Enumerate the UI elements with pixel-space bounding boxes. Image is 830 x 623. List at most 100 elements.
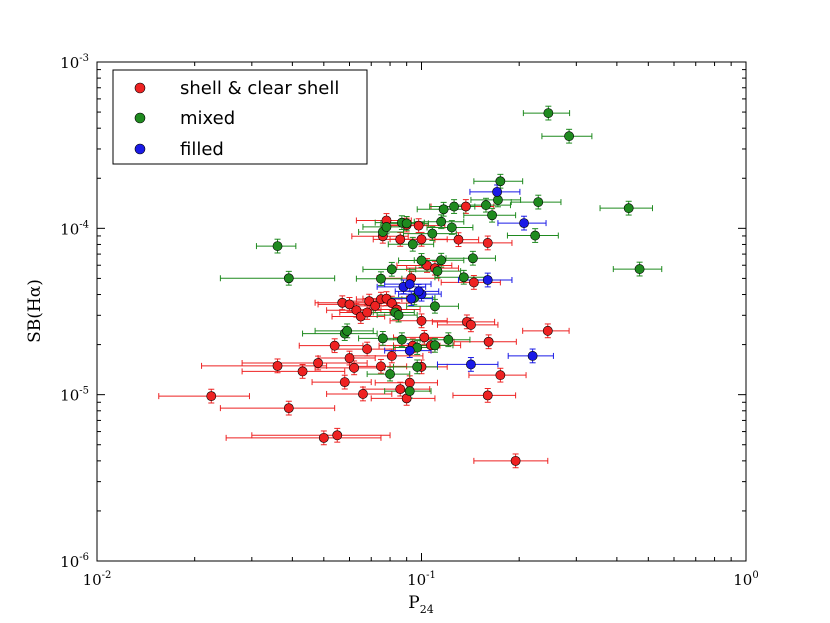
shell-point xyxy=(344,299,355,310)
shell-point xyxy=(413,220,424,231)
shell-point xyxy=(395,384,406,395)
mixed-point xyxy=(438,204,449,215)
y-tick-label: 10-6 xyxy=(60,552,89,571)
shell-point xyxy=(313,358,323,368)
shell-point xyxy=(453,234,464,245)
mixed-point xyxy=(427,228,438,239)
shell-point xyxy=(416,234,427,245)
shell-point xyxy=(460,201,471,212)
filled-point xyxy=(527,351,538,361)
shell-point xyxy=(206,391,217,402)
mixed-point xyxy=(487,210,497,221)
mixed-point xyxy=(430,340,440,351)
shell-point xyxy=(468,277,479,288)
y-axis-label: SB(Hα) xyxy=(25,279,45,343)
shell-point xyxy=(386,351,397,361)
x-tick-label: 10-1 xyxy=(407,570,436,589)
shell-point xyxy=(349,362,360,373)
filled-point xyxy=(482,275,493,285)
shell-point xyxy=(466,319,476,330)
shell-point xyxy=(362,307,373,318)
filled-point xyxy=(406,293,417,304)
mixed-point xyxy=(376,273,386,284)
shell-point xyxy=(332,430,343,441)
mixed-point xyxy=(342,325,353,336)
mixed-point xyxy=(543,108,554,118)
mixed-point xyxy=(404,386,415,397)
mixed-point xyxy=(446,222,457,233)
y-tick-label: 10-3 xyxy=(60,53,89,72)
mixed-point xyxy=(416,255,427,266)
shell-point xyxy=(297,366,308,377)
mixed-point xyxy=(623,203,634,214)
shell-point xyxy=(318,432,329,443)
mixed-point xyxy=(272,241,283,251)
mixed-point xyxy=(412,361,423,372)
mixed-point xyxy=(393,310,404,320)
mixed-point xyxy=(564,131,574,142)
shell-point xyxy=(404,377,415,388)
mixed-point xyxy=(530,230,541,241)
x-tick-label: 10-2 xyxy=(83,570,112,589)
shell-point xyxy=(362,344,373,354)
shell-point xyxy=(370,300,381,311)
mixed-point xyxy=(493,195,503,205)
shell-point xyxy=(358,389,368,399)
y-axis-label-pre: SB(H xyxy=(25,297,45,343)
mixed-point xyxy=(396,334,407,345)
x-axis-label-main: P xyxy=(408,593,419,613)
y-tick-label: 10-4 xyxy=(60,219,89,238)
shell-point xyxy=(482,238,493,248)
shell-point xyxy=(272,360,283,371)
mixed-point xyxy=(481,200,491,211)
filled-point xyxy=(404,345,415,356)
x-axis-label-sub: 24 xyxy=(420,603,434,616)
mixed-point xyxy=(407,239,418,250)
axis-ticks xyxy=(96,61,747,562)
legend: shell & clear shell mixed filled xyxy=(112,69,368,165)
mixed-point xyxy=(385,369,395,379)
x-tick-label: 100 xyxy=(733,570,758,589)
shell-point xyxy=(386,298,397,309)
filled-point xyxy=(492,186,503,197)
filled-point xyxy=(404,279,415,290)
mixed-point xyxy=(436,255,447,266)
y-tick-label: 10-5 xyxy=(60,386,89,405)
filled-point xyxy=(413,286,424,297)
filled-point xyxy=(519,218,529,229)
mixed-point xyxy=(436,216,447,227)
shell-point xyxy=(495,370,506,381)
shell-point xyxy=(542,325,553,336)
shell-point xyxy=(376,361,386,372)
shell-point xyxy=(329,340,340,351)
shell-point xyxy=(344,353,355,363)
mixed-point xyxy=(386,264,397,275)
mixed-point xyxy=(283,273,294,284)
shell-point xyxy=(283,403,294,414)
legend-marker-shell xyxy=(134,82,146,94)
mixed-point xyxy=(377,333,388,344)
mixed-point xyxy=(495,176,506,187)
legend-label-shell: shell & clear shell xyxy=(180,78,339,99)
mixed-point xyxy=(634,264,645,274)
x-axis-label: P24 xyxy=(408,593,433,616)
legend-label-mixed: mixed xyxy=(180,108,235,129)
mixed-point xyxy=(467,253,478,264)
mixed-point xyxy=(443,334,454,345)
shell-point xyxy=(416,315,427,326)
y-axis-label-post: ) xyxy=(25,279,45,286)
shell-point xyxy=(483,336,494,347)
shell-point xyxy=(339,377,350,388)
legend-label-filled: filled xyxy=(180,139,224,160)
shell-point xyxy=(419,332,430,343)
mixed-point xyxy=(430,301,440,312)
y-axis-label-greek: α xyxy=(25,285,45,297)
shell-point xyxy=(395,234,406,245)
legend-marker-mixed xyxy=(134,112,146,124)
mixed-point xyxy=(533,197,544,207)
tick-labels: 10-2 10-1 100 10-6 10-5 10-4 10-3 xyxy=(60,53,759,589)
legend-marker-filled xyxy=(134,143,146,155)
mixed-point xyxy=(449,201,459,212)
shell-point xyxy=(482,390,493,401)
legend-box xyxy=(112,69,368,165)
